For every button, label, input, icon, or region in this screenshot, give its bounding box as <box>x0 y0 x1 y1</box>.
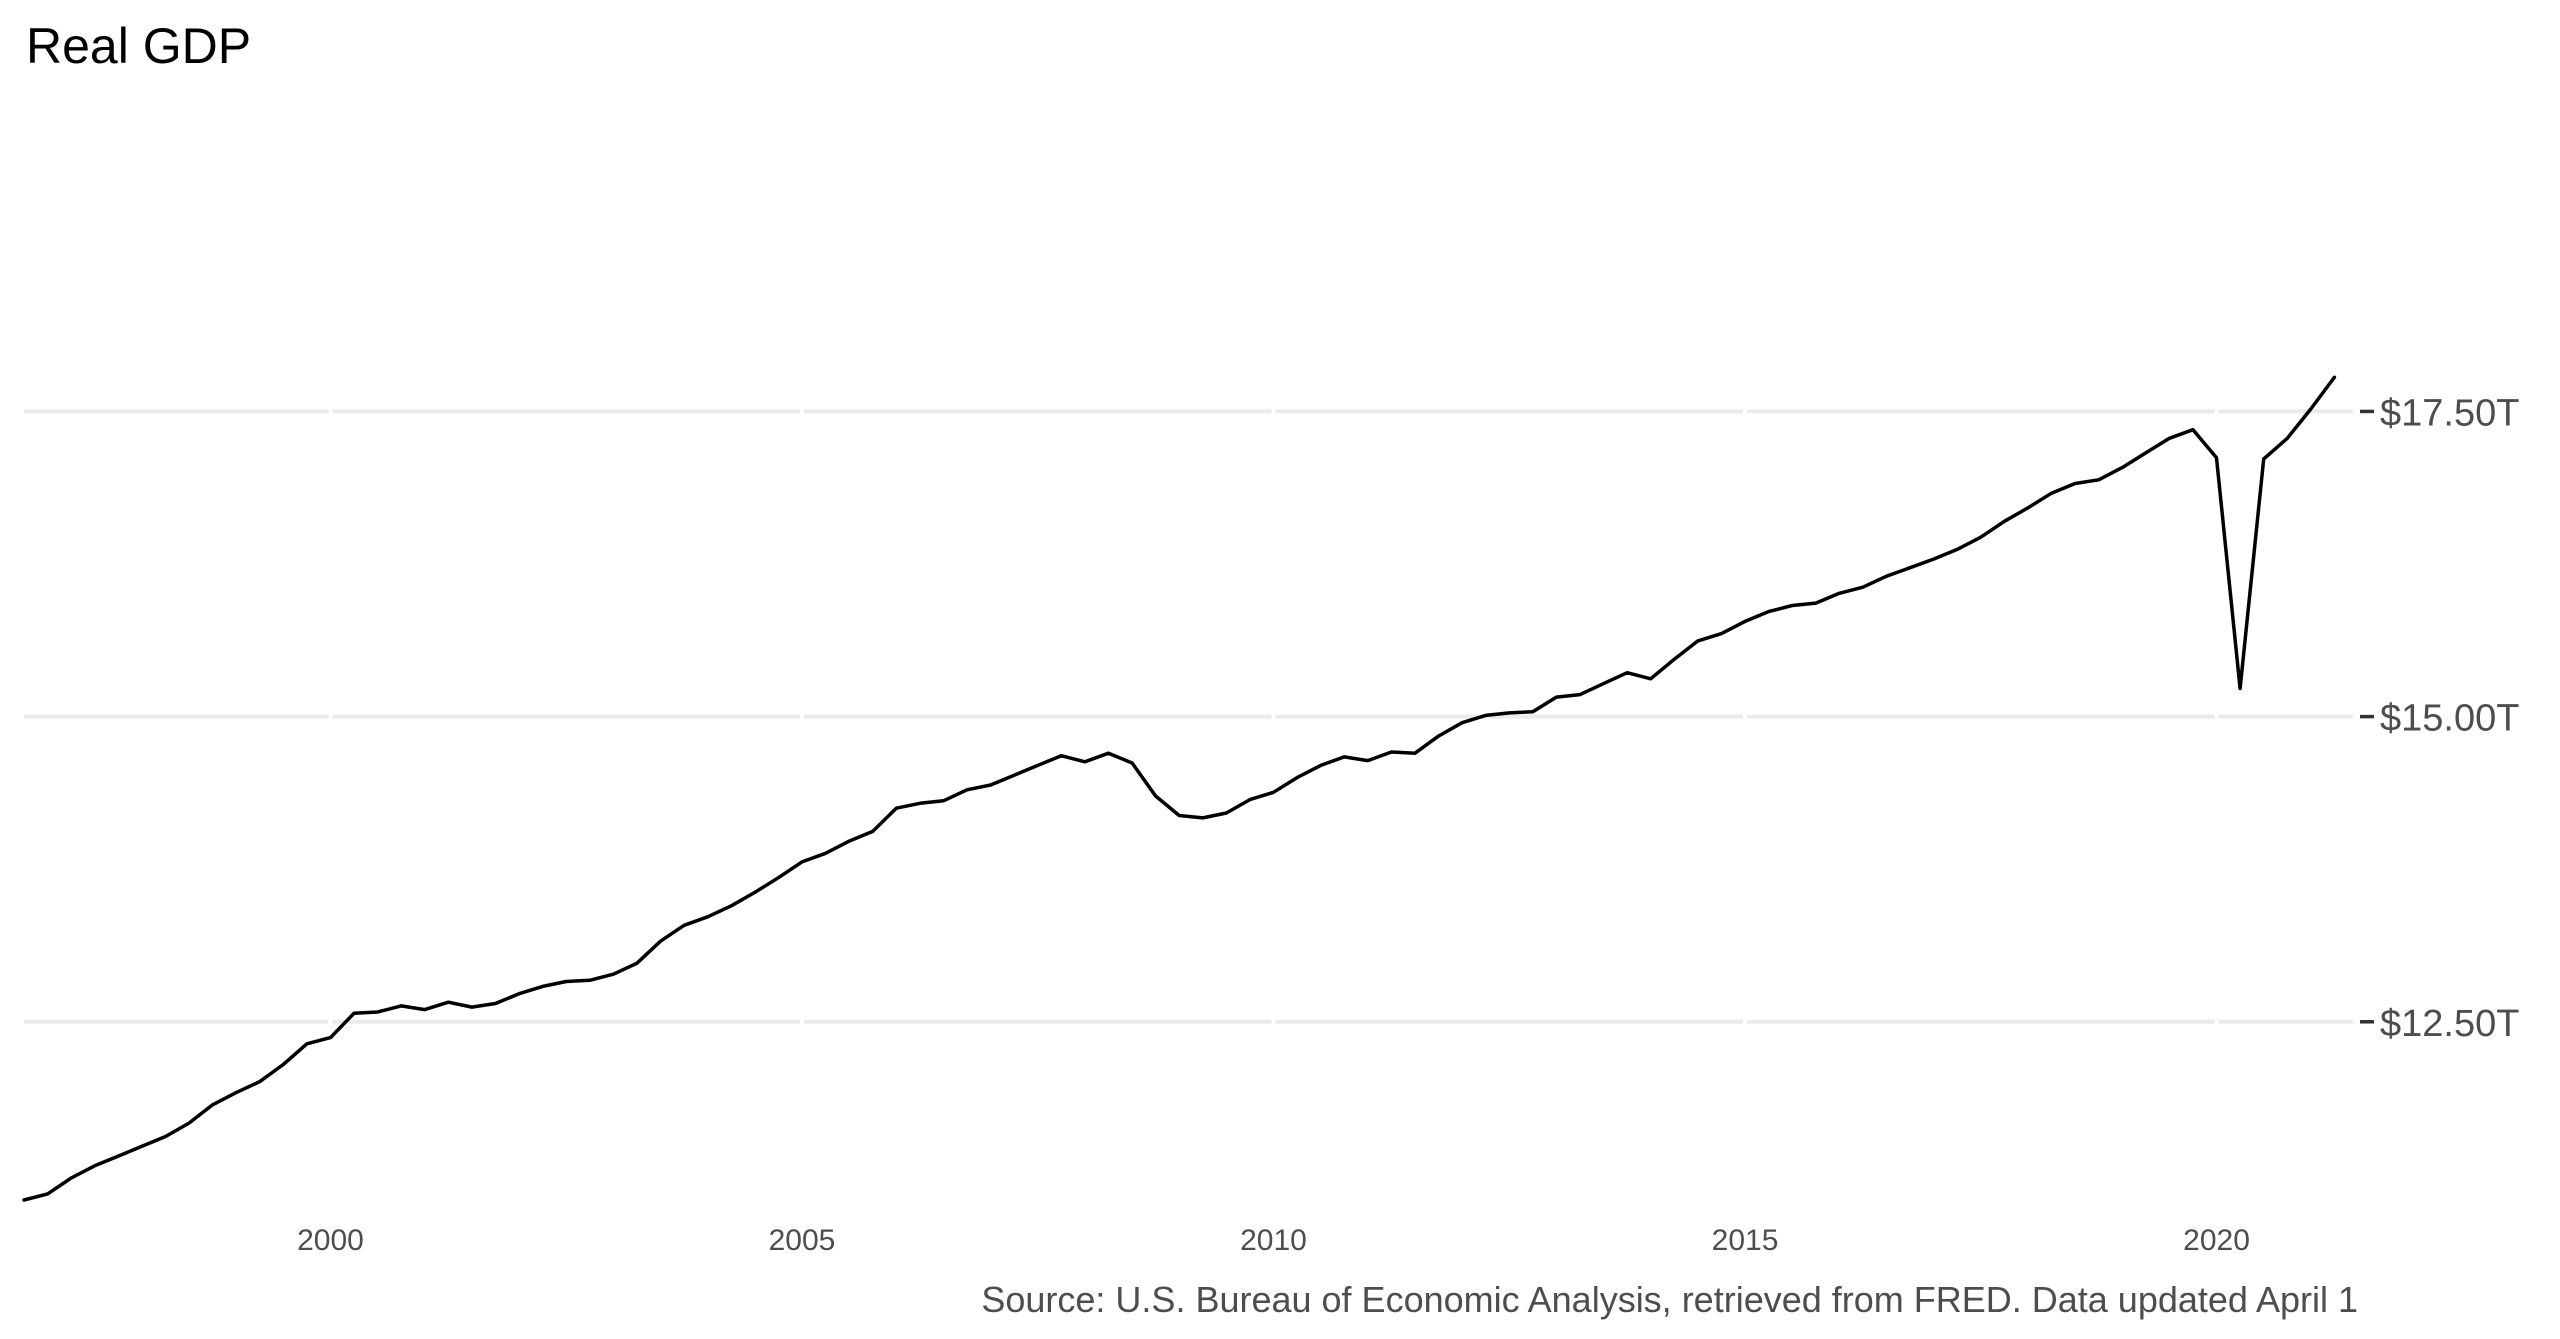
y-tick-label: $17.50T <box>2380 392 2519 434</box>
y-tick-label: $15.00T <box>2380 698 2519 740</box>
chart-title: Real GDP <box>26 18 251 74</box>
x-tick-label: 2000 <box>297 1224 364 1257</box>
series-layer <box>22 375 2337 1202</box>
axis-layer: $12.50T $15.00T $17.50T 2000 2005 2010 2015 202… <box>297 392 2519 1257</box>
grid-layer <box>24 138 2353 1200</box>
x-tick-label: 2015 <box>1712 1224 1779 1257</box>
chart-caption: Source: U.S. Bureau of Economic Analysis… <box>981 1279 2358 1320</box>
x-tick-label: 2020 <box>2183 1224 2250 1257</box>
x-tick-label: 2005 <box>769 1224 836 1257</box>
x-tick-label: 2010 <box>1240 1224 1307 1257</box>
y-tick-label: $12.50T <box>2380 1003 2519 1045</box>
